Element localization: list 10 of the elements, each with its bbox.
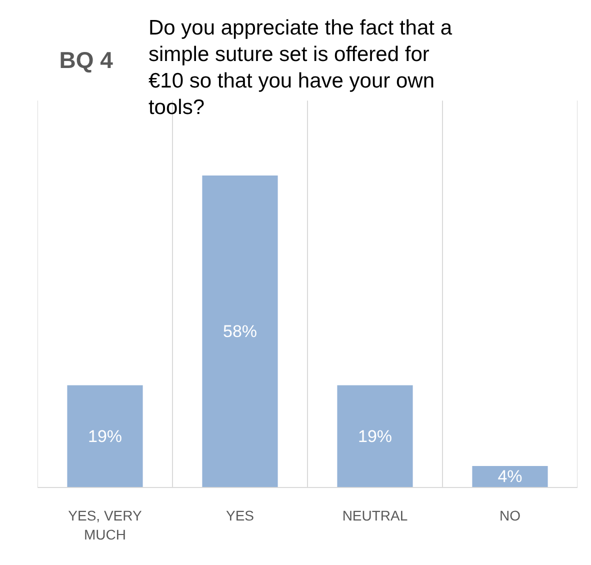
chart-subtitle: Do you appreciate the fact that a simple suture set is offered for €10 so that you have your own tools? xyxy=(148,16,452,119)
data-label: 58% xyxy=(222,322,258,342)
x-tick-label: NEUTRAL xyxy=(342,508,408,524)
data-label: 19% xyxy=(88,426,122,446)
data-label: 4% xyxy=(498,467,522,486)
x-tick-label: YES, VERY MUCH xyxy=(68,508,142,543)
x-tick-label: NO xyxy=(500,508,521,524)
data-label: 19% xyxy=(358,426,392,446)
chart-title: BQ 4 xyxy=(59,47,114,74)
x-tick-label: YES xyxy=(226,508,254,524)
